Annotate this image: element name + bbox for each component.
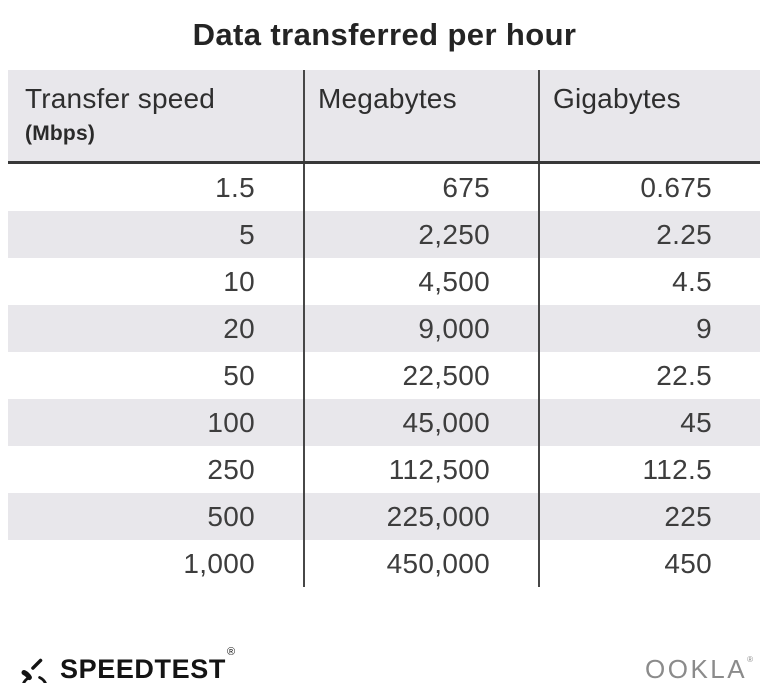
gigabytes-cell: 112.5 — [538, 446, 760, 493]
gigabytes-cell: 9 — [538, 305, 760, 352]
speed-cell: 100 — [207, 407, 255, 438]
speedometer-gauge-icon — [18, 650, 51, 698]
ookla-logo: OOKLA ® — [645, 654, 753, 684]
table-header-row: Transfer speed (Mbps) Megabytes Gigabyte… — [8, 70, 760, 164]
megabytes-cell: 225,000 — [303, 493, 538, 540]
data-table: Transfer speed (Mbps) Megabytes Gigabyte… — [8, 70, 760, 587]
speed-cell: 1,000 — [183, 548, 255, 579]
megabytes-cell: 45,000 — [303, 399, 538, 446]
header-megabytes-label: Megabytes — [318, 83, 457, 114]
speed-cell: 5 — [239, 219, 255, 250]
table-row: 1.5 675 0.675 — [8, 164, 760, 211]
gigabytes-cell: 450 — [538, 540, 760, 587]
speed-cell: 500 — [207, 501, 255, 532]
gigabytes-cell: 22.5 — [538, 352, 760, 399]
page-title: Data transferred per hour — [192, 17, 577, 52]
table-body: 1.5 675 0.675 5 2,250 2.25 10 4,500 4.5 … — [8, 164, 760, 587]
header-transfer-speed-label: Transfer speed — [25, 83, 216, 114]
table-row: 500 225,000 225 — [8, 493, 760, 540]
megabytes-cell: 112,500 — [303, 446, 538, 493]
footer: SPEEDTEST® OOKLA ® — [18, 646, 753, 698]
speed-cell: 250 — [207, 454, 255, 485]
speedtest-wordmark-text: SPEEDTEST — [60, 653, 226, 684]
gigabytes-cell: 225 — [538, 493, 760, 540]
speed-cell: 10 — [223, 266, 255, 297]
header-gigabytes-label: Gigabytes — [553, 83, 681, 114]
header-megabytes: Megabytes — [303, 70, 538, 161]
registered-trademark-symbol: ® — [226, 645, 236, 658]
speed-cell: 20 — [223, 313, 255, 344]
ookla-wordmark: OOKLA — [645, 654, 748, 684]
speedtest-wordmark: SPEEDTEST® — [60, 646, 235, 684]
table-row: 5 2,250 2.25 — [8, 211, 760, 258]
megabytes-cell: 2,250 — [303, 211, 538, 258]
header-mbps-unit-label: (Mbps) — [25, 122, 96, 145]
ookla-registered-trademark-symbol: ® — [747, 655, 753, 664]
gigabytes-cell: 45 — [538, 399, 760, 446]
megabytes-cell: 9,000 — [303, 305, 538, 352]
table-row: 10 4,500 4.5 — [8, 258, 760, 305]
megabytes-cell: 22,500 — [303, 352, 538, 399]
speedtest-logo: SPEEDTEST® — [18, 646, 235, 698]
megabytes-cell: 675 — [303, 164, 538, 211]
table-row: 100 45,000 45 — [8, 399, 760, 446]
table-row: 50 22,500 22.5 — [8, 352, 760, 399]
megabytes-cell: 4,500 — [303, 258, 538, 305]
table-row: 1,000 450,000 450 — [8, 540, 760, 587]
gigabytes-cell: 0.675 — [538, 164, 760, 211]
table-row: 250 112,500 112.5 — [8, 446, 760, 493]
header-gigabytes: Gigabytes — [538, 70, 760, 161]
header-transfer-speed: Transfer speed (Mbps) — [8, 70, 303, 161]
speed-cell: 1.5 — [215, 172, 255, 203]
megabytes-cell: 450,000 — [303, 540, 538, 587]
gigabytes-cell: 4.5 — [538, 258, 760, 305]
speed-cell: 50 — [223, 360, 255, 391]
table-row: 20 9,000 9 — [8, 305, 760, 352]
gigabytes-cell: 2.25 — [538, 211, 760, 258]
